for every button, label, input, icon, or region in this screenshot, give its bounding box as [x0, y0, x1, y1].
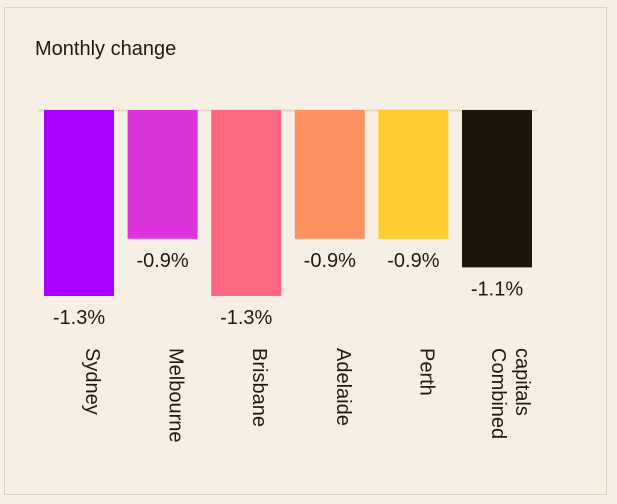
data-label-0: -1.3% — [53, 307, 105, 329]
data-label-4: -0.9% — [387, 250, 439, 272]
data-label-1: -0.9% — [136, 250, 188, 272]
bar-2 — [211, 110, 282, 296]
category-label-1: Melbourne — [165, 348, 187, 443]
bar-0 — [44, 110, 114, 296]
bar-5 — [462, 110, 532, 268]
category-label-3: Adelaide — [332, 348, 354, 426]
category-label-line: Adelaide — [332, 348, 354, 426]
bar-3 — [294, 110, 365, 239]
category-label-line: Brisbane — [248, 348, 270, 427]
category-label-line: Melbourne — [165, 348, 187, 443]
category-label-line: Combined — [487, 348, 509, 439]
bar-1 — [127, 110, 198, 239]
data-label-5: -1.1% — [471, 278, 523, 300]
category-label-line: Perth — [415, 348, 437, 396]
category-label-line: Sydney — [81, 348, 103, 415]
bar-4 — [378, 110, 449, 239]
category-label-5: Combined capitals — [487, 348, 533, 439]
category-label-line: capitals — [511, 348, 533, 416]
category-label-4: Perth — [415, 348, 437, 396]
category-label-2: Brisbane — [248, 348, 270, 427]
data-label-3: -0.9% — [304, 250, 356, 272]
data-label-2: -1.3% — [220, 307, 272, 329]
chart-title: Monthly change — [35, 38, 177, 60]
category-label-0: Sydney — [81, 348, 103, 415]
